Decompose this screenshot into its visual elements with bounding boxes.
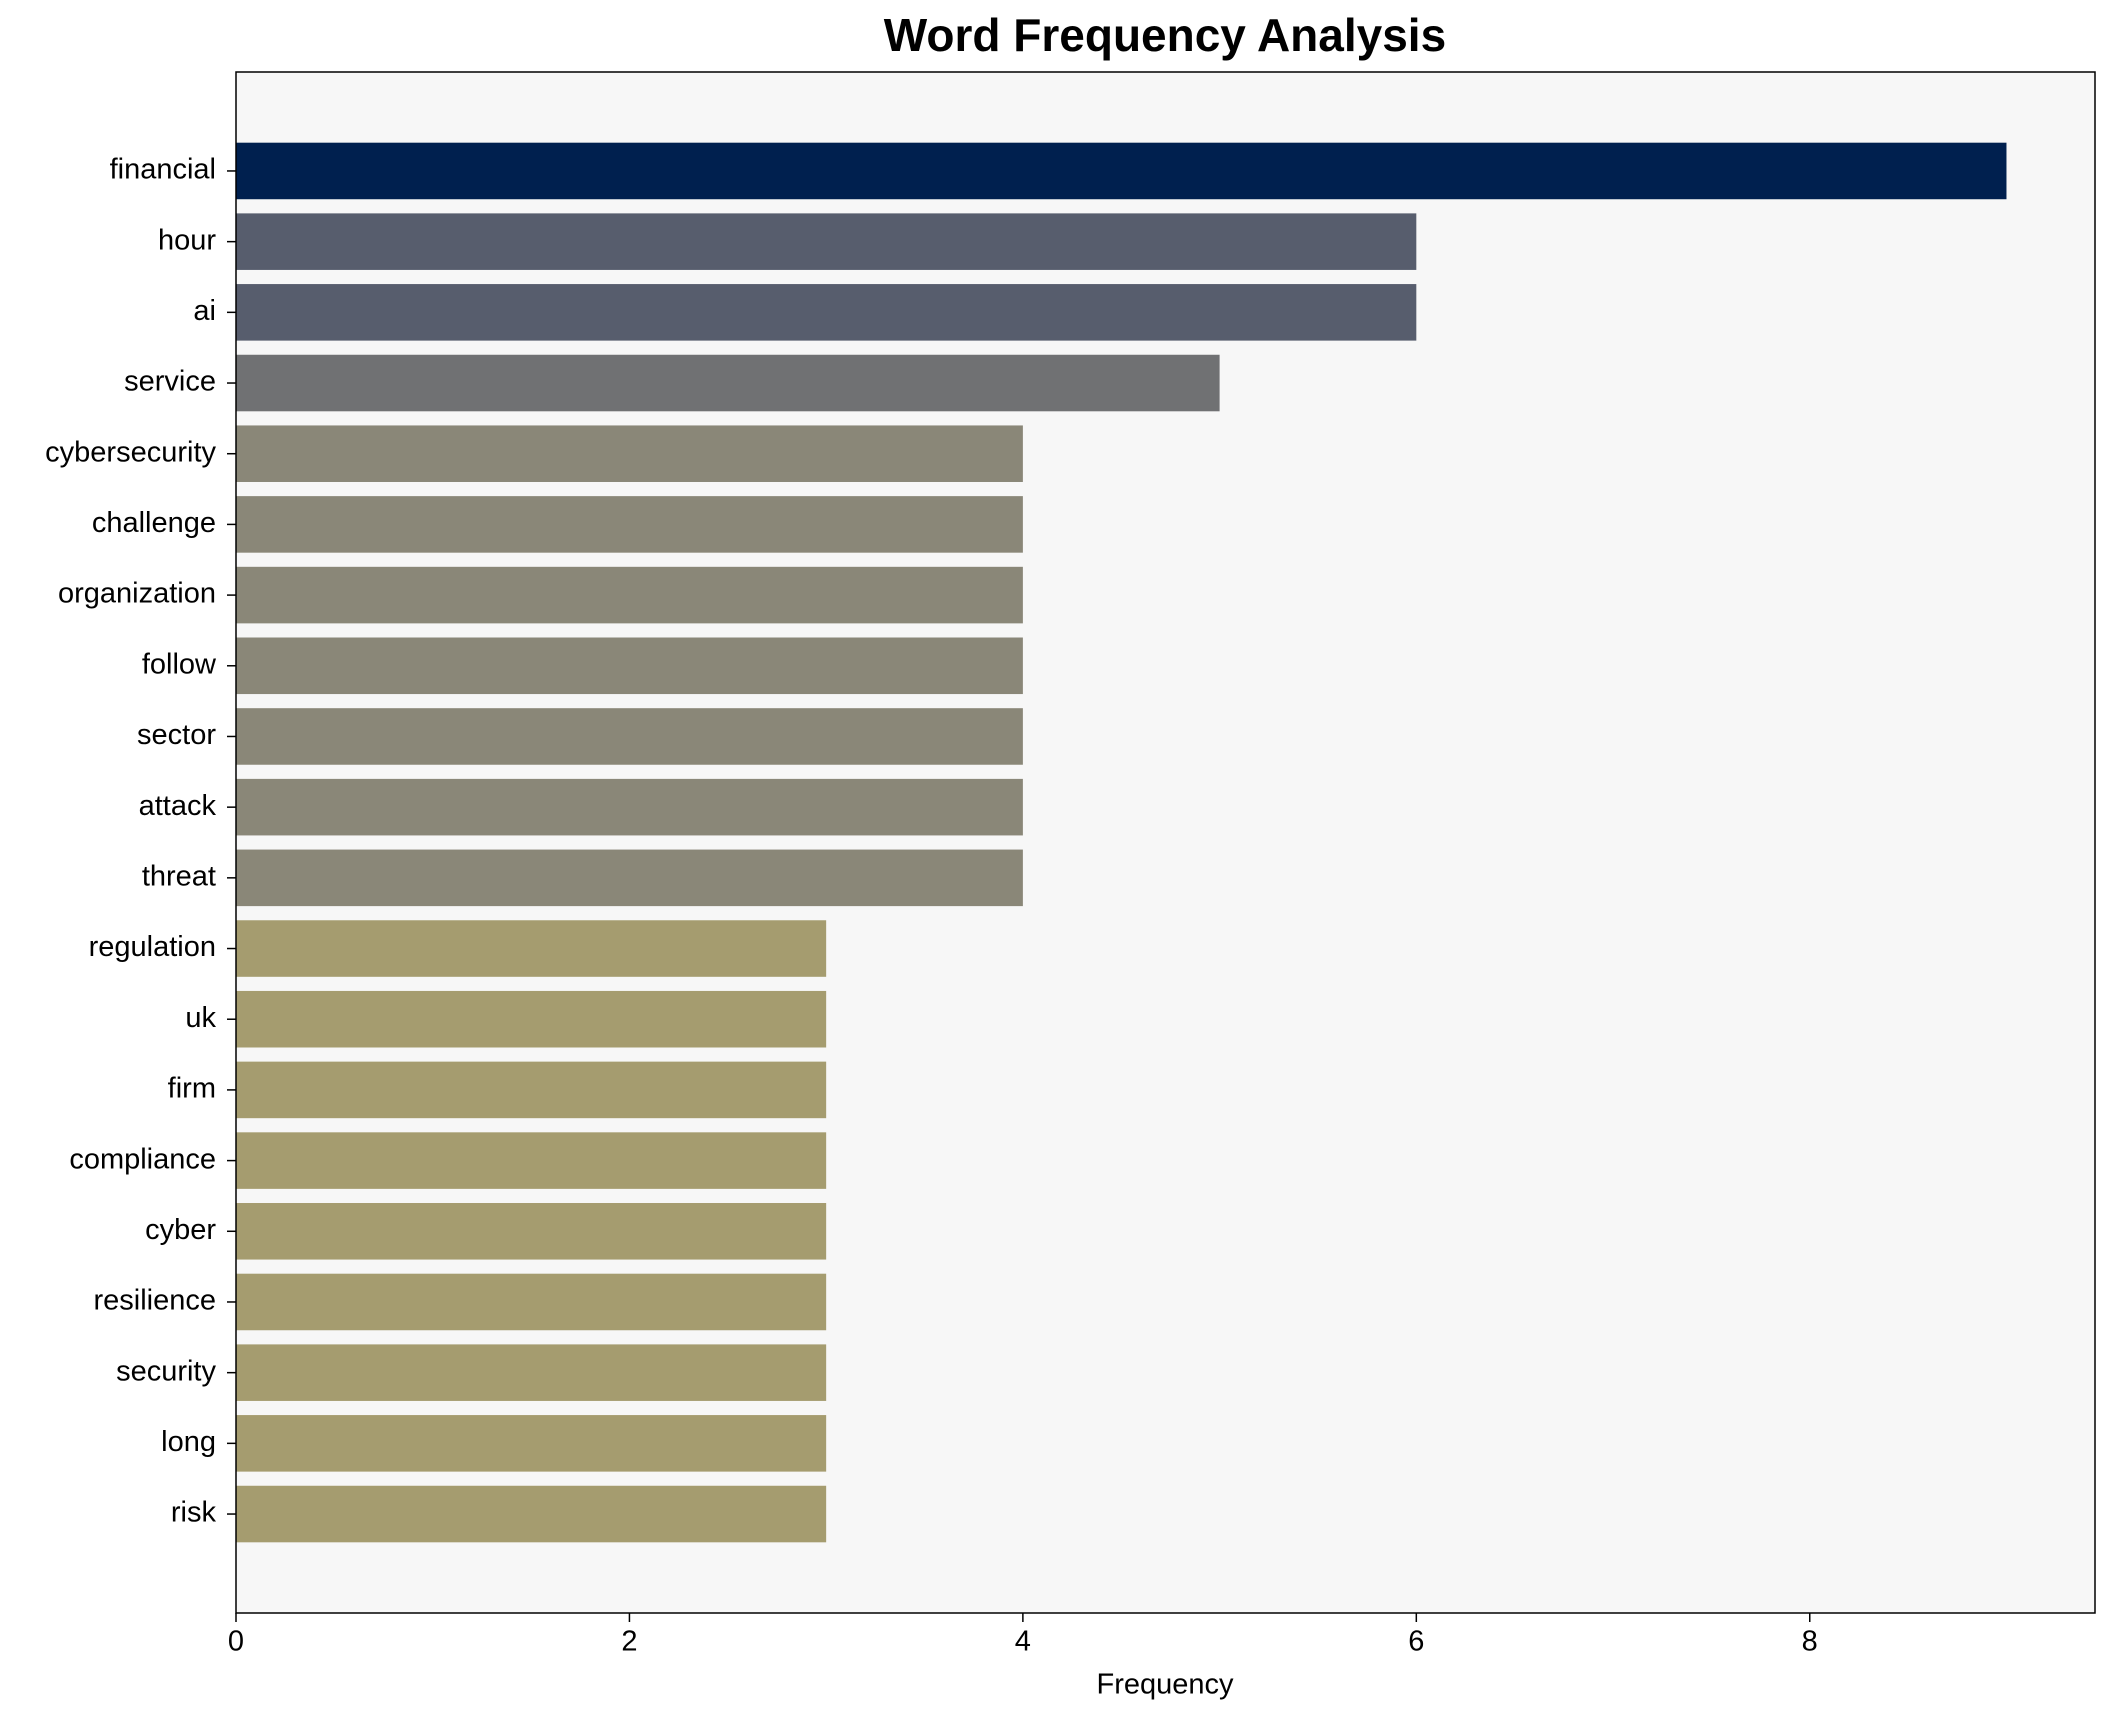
- bar: [236, 1273, 827, 1331]
- bar: [236, 142, 2007, 200]
- y-tick-label: hour: [158, 224, 216, 256]
- y-tick-label: service: [124, 366, 216, 398]
- x-axis-label: Frequency: [1096, 1669, 1234, 1701]
- y-tick-label: security: [116, 1355, 216, 1387]
- bar: [236, 708, 1023, 765]
- y-tick-label: follow: [142, 648, 217, 680]
- y-tick-label: risk: [171, 1497, 217, 1529]
- x-tick-label: 4: [1015, 1626, 1031, 1658]
- y-tick-label: uk: [185, 1002, 216, 1034]
- bar: [236, 425, 1023, 482]
- bar: [236, 1344, 827, 1401]
- plot-frame: [235, 71, 2096, 1614]
- x-tick-label: 6: [1408, 1626, 1424, 1658]
- bar: [236, 566, 1023, 624]
- y-tick-label: organization: [58, 578, 216, 610]
- bar: [236, 1415, 827, 1472]
- chart-title: Word Frequency Analysis: [884, 9, 1446, 61]
- bar: [236, 1061, 827, 1119]
- y-tick-label: long: [161, 1426, 216, 1458]
- bar: [236, 1203, 827, 1260]
- bar: [236, 849, 1023, 907]
- bar: [236, 496, 1023, 553]
- y-tick-label: sector: [137, 719, 216, 751]
- x-tick-label: 0: [228, 1626, 244, 1658]
- y-tick-label: firm: [168, 1073, 216, 1105]
- x-tick-label: 2: [621, 1626, 637, 1658]
- y-tick-label: cyber: [145, 1214, 216, 1246]
- bar: [236, 920, 827, 977]
- bar: [236, 213, 1417, 270]
- y-tick-label: regulation: [89, 931, 216, 963]
- bar: [236, 284, 1417, 341]
- y-tick-label: compliance: [69, 1143, 216, 1175]
- x-tick-label: 8: [1802, 1626, 1818, 1658]
- bar: [236, 637, 1023, 695]
- bar: [236, 990, 827, 1048]
- bar: [236, 1485, 827, 1543]
- y-tick-label: ai: [193, 295, 216, 327]
- y-tick-label: resilience: [94, 1285, 217, 1317]
- y-tick-label: threat: [142, 861, 216, 893]
- y-tick-label: financial: [110, 154, 216, 186]
- y-tick-label: challenge: [92, 507, 216, 539]
- y-tick-label: cybersecurity: [45, 436, 216, 468]
- bar: [236, 778, 1023, 836]
- bar: [236, 1132, 827, 1189]
- y-tick-label: attack: [139, 790, 217, 822]
- bar: [236, 354, 1220, 412]
